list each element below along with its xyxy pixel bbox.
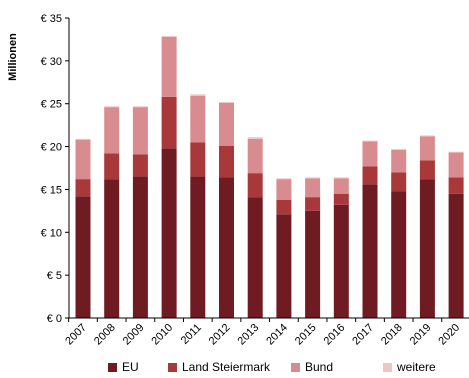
bar-segment [75, 179, 91, 197]
x-tick-label: 2011 [179, 322, 204, 347]
bar-segment [161, 36, 177, 37]
bar-segment [190, 142, 206, 177]
bar-segment [104, 107, 120, 154]
y-axis-ticks: € 0 € 5 € 10 € 15 € 20 € 25 € 30 € 35 [41, 13, 69, 325]
x-tick-label: 2010 [149, 322, 175, 348]
bar-segment [276, 214, 292, 318]
x-tick-label: 2012 [207, 322, 233, 348]
x-tick-label: 2009 [121, 322, 147, 348]
bar-segment [276, 199, 292, 215]
bar-segment [132, 154, 148, 177]
bar-segment [219, 145, 234, 178]
bar-segment [448, 177, 464, 194]
legend-label: EU [122, 360, 139, 374]
x-axis-ticks: 2007 2008 2009 2010 2011 2012 2013 2014 2015 2016… [63, 318, 462, 347]
x-tick-label: 2008 [92, 322, 118, 348]
legend-item: EU [108, 359, 139, 375]
x-tick-label: 2018 [379, 322, 405, 348]
bar-segment [305, 210, 321, 318]
bar-segment [419, 136, 435, 161]
bar-segment [362, 166, 378, 185]
y-tick-label: € 20 [41, 142, 62, 154]
bar-segment [419, 179, 435, 318]
bar-segment [104, 179, 120, 318]
bar-segment [305, 177, 321, 179]
bar-segment [75, 196, 91, 318]
bar-segment [247, 137, 263, 139]
x-tick-label: 2016 [322, 322, 348, 348]
x-tick-label: 2015 [293, 322, 319, 348]
bar-segment [391, 191, 407, 318]
y-tick-label: € 15 [41, 184, 62, 196]
y-tick-label: € 0 [47, 313, 62, 325]
bar-segment [362, 141, 378, 167]
bar-segment [333, 193, 349, 205]
bar-segment [276, 179, 292, 200]
bar-segment [104, 153, 120, 180]
bar-segment [333, 178, 349, 194]
bar-segment [391, 172, 407, 192]
legend-swatch [108, 362, 117, 372]
bar-segment [104, 106, 120, 108]
legend-swatch [168, 362, 177, 372]
bar-segment [333, 177, 349, 179]
y-tick-label: € 10 [41, 227, 62, 239]
bar-segment [219, 102, 234, 103]
bar-segment [362, 184, 378, 318]
bar-segment [391, 150, 407, 173]
legend-label: weitere [397, 360, 436, 374]
bar-segment [362, 140, 378, 142]
bar-segment [305, 197, 321, 211]
y-tick-label: € 30 [41, 56, 62, 68]
x-tick-label: 2020 [436, 322, 462, 348]
legend-swatch [291, 362, 300, 372]
bar-segment [190, 94, 206, 96]
legend-label: Land Steiermark [182, 360, 271, 374]
bar-segment [247, 197, 263, 318]
bar-segment [132, 176, 148, 318]
bar-segment [448, 151, 464, 153]
bar-segment [75, 139, 91, 180]
bar-segment [161, 96, 177, 149]
bar-segment [75, 138, 91, 140]
x-tick-label: 2014 [264, 322, 290, 348]
legend: EU Land Steiermark Bund weitere [0, 359, 469, 375]
bars [75, 36, 464, 318]
bar-segment [219, 102, 234, 146]
bar-segment [305, 178, 321, 198]
x-tick-label: 2019 [408, 322, 434, 348]
bar-segment [247, 138, 263, 174]
bar-segment [132, 106, 148, 108]
bar-segment [333, 204, 349, 318]
legend-item: Bund [291, 359, 333, 375]
y-axis-title: Millionen [7, 33, 19, 81]
x-tick-label: 2017 [350, 322, 376, 348]
bar-segment [276, 178, 292, 180]
y-tick-label: € 35 [41, 13, 62, 25]
bar-segment [190, 96, 206, 143]
bar-segment [161, 148, 177, 318]
x-tick-label: 2007 [63, 322, 89, 348]
stacked-bar-chart: Millionen € 0 € 5 € 10 € 15 € 20 € 25 € 30 € 35… [7, 13, 469, 347]
bar-segment [132, 107, 148, 155]
bar-segment [448, 152, 464, 178]
bar-segment [419, 160, 435, 180]
legend-item: Land Steiermark [168, 359, 270, 375]
y-tick-label: € 5 [47, 270, 62, 282]
bar-segment [219, 177, 234, 318]
bar-segment [448, 193, 464, 318]
legend-item: weitere [383, 359, 436, 375]
bar-segment [161, 36, 177, 97]
legend-label: Bund [305, 360, 334, 374]
bar-segment [391, 149, 407, 150]
x-tick-label: 2013 [236, 322, 262, 348]
y-tick-label: € 25 [41, 99, 62, 111]
legend-swatch [383, 362, 392, 372]
bar-segment [247, 173, 263, 198]
bar-segment [190, 176, 206, 318]
bar-segment [419, 135, 435, 137]
